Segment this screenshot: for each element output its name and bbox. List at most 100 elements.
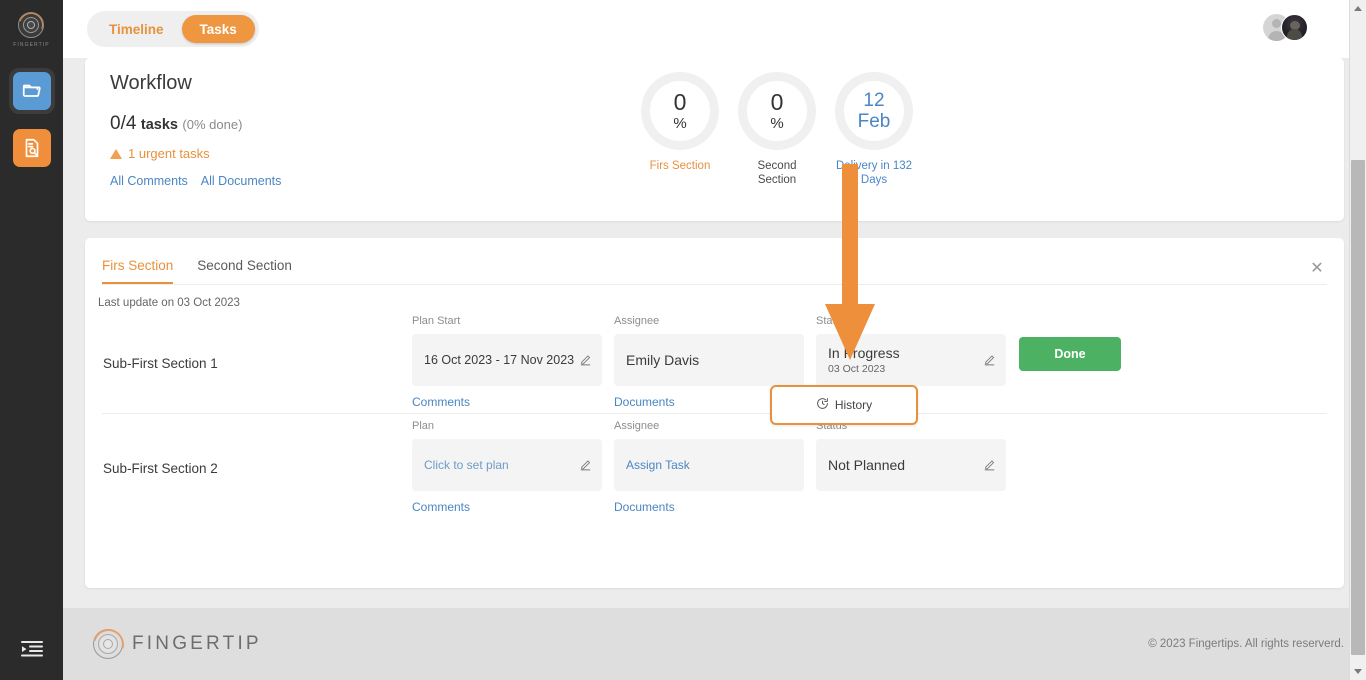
menu-indent-icon[interactable] (0, 638, 63, 660)
cell-plan: Plan Start 16 Oct 2023 - 17 Nov 2023 Com… (412, 315, 602, 409)
scroll-down-button[interactable] (1350, 663, 1366, 680)
kpi-unit: % (770, 114, 784, 132)
cell-status: Status Not Planned (816, 420, 1006, 491)
comments-link[interactable]: Comments (412, 500, 471, 514)
view-segmented-control: Timeline Tasks (87, 11, 259, 47)
topbar: Timeline Tasks (63, 0, 1366, 58)
done-button[interactable]: Done (1019, 337, 1121, 371)
content-scroll-area: Workflow 0/4 tasks (0% done) 1 urgent ta… (63, 58, 1366, 588)
section-detail-card: ✕ Firs Section Second Section Last updat… (85, 238, 1344, 588)
tab-tasks[interactable]: Tasks (181, 15, 255, 43)
kpi-unit: % (673, 114, 687, 132)
plan-value: Click to set plan (424, 458, 509, 472)
close-icon[interactable]: ✕ (1310, 260, 1324, 277)
edit-pencil-icon[interactable] (983, 354, 996, 367)
status-field[interactable]: In Progress 03 Oct 2023 (816, 334, 1006, 386)
section-tabs: Firs Section Second Section (85, 238, 1344, 284)
assignee-value: Emily Davis (626, 352, 700, 368)
summary-links: All Comments All Documents (110, 174, 281, 188)
vertical-scrollbar[interactable] (1349, 0, 1366, 680)
kpi-value: 12 (863, 89, 885, 111)
all-comments-link[interactable]: All Comments (110, 174, 188, 188)
kpi-label: Firs Section (649, 160, 711, 172)
main-area: Timeline Tasks Workflow 0/4 t (63, 0, 1366, 680)
kpi-value: 0 (770, 88, 784, 115)
tab-firs-section[interactable]: Firs Section (102, 258, 174, 284)
avatar-user-photo[interactable] (1281, 14, 1308, 41)
task-rows: Sub-First Section 1 Plan Start 16 Oct 20… (85, 309, 1344, 517)
table-row: Sub-First Section 1 Plan Start 16 Oct 20… (102, 309, 1327, 425)
copyright-text: © 2023 Fingertips. All rights reserverd. (1148, 638, 1344, 650)
table-row: Sub-First Section 2 Plan Click to set pl… (102, 413, 1327, 517)
kpi-firs-section: 0 % Firs Section (641, 72, 719, 187)
fingerprint-icon (86, 622, 130, 666)
all-documents-link[interactable]: All Documents (200, 174, 282, 188)
fingerprint-icon (18, 12, 45, 38)
plan-field[interactable]: 16 Oct 2023 - 17 Nov 2023 (412, 334, 602, 386)
footer-brand: FINGERTIP (86, 622, 262, 666)
cell-assignee: Assignee Assign Task Documents (614, 420, 804, 514)
kpi-donuts: 0 % Firs Section 0 % Second Section (641, 72, 913, 187)
cell-assignee-label: Assignee (614, 315, 660, 327)
scroll-up-button[interactable] (1350, 0, 1366, 17)
kpi-unit: Feb (857, 110, 891, 132)
urgent-tasks-notice: 1 urgent tasks (110, 146, 281, 161)
task-percent: (0% done) (182, 117, 243, 132)
edit-pencil-icon[interactable] (579, 354, 592, 367)
kpi-ring: 0 % (738, 72, 816, 150)
kpi-ring: 0 % (641, 72, 719, 150)
left-rail: FINGERTIP (0, 0, 63, 680)
scrollbar-thumb[interactable] (1351, 160, 1365, 655)
page-title: Workflow (110, 72, 192, 94)
assign-task-link[interactable]: Assign Task (626, 458, 690, 472)
kpi-delivery: 12 Feb Delivery in 132 Days (835, 72, 913, 187)
page-footer: FINGERTIP © 2023 Fingertips. All rights … (63, 608, 1366, 680)
history-button[interactable]: History (770, 385, 918, 425)
urgent-tasks-label: 1 urgent tasks (128, 146, 210, 161)
edit-pencil-icon[interactable] (579, 459, 592, 472)
cell-assignee-label: Assignee (614, 420, 660, 432)
status-date: 03 Oct 2023 (828, 363, 886, 375)
avatar-group (1263, 14, 1308, 41)
kpi-second-section: 0 % Second Section (738, 72, 816, 187)
task-count: 0/4 (110, 113, 137, 134)
documents-link[interactable]: Documents (614, 395, 675, 409)
kpi-label: Second Section (757, 160, 797, 187)
task-progress: 0/4 tasks (0% done) (110, 113, 281, 135)
summary-left-block: Workflow 0/4 tasks (0% done) 1 urgent ta… (110, 72, 281, 188)
comments-link[interactable]: Comments (412, 395, 471, 409)
edit-pencil-icon[interactable] (983, 459, 996, 472)
cell-plan-label: Plan (412, 420, 435, 432)
tabs-divider (102, 284, 1327, 285)
plan-field[interactable]: Click to set plan (412, 439, 602, 491)
sidebar-item-reports[interactable] (12, 128, 52, 168)
folder-open-icon (12, 72, 51, 110)
row-title: Sub-First Section 1 (103, 356, 218, 371)
assignee-field[interactable]: Emily Davis (614, 334, 804, 386)
plan-value: 16 Oct 2023 - 17 Nov 2023 (424, 353, 575, 367)
rail-logo[interactable]: FINGERTIP (13, 12, 49, 48)
cell-assignee: Assignee Emily Davis Documents (614, 315, 804, 409)
status-value: Not Planned (828, 457, 906, 473)
history-label: History (834, 398, 873, 412)
row-title: Sub-First Section 2 (103, 461, 218, 476)
task-word: tasks (140, 117, 178, 133)
kpi-value: 0 (673, 88, 687, 115)
warning-triangle-icon (110, 148, 122, 159)
tab-second-section[interactable]: Second Section (197, 258, 292, 273)
last-update-text: Last update on 03 Oct 2023 (98, 297, 240, 309)
rail-logo-wordmark: FINGERTIP (13, 42, 50, 48)
assignee-field[interactable]: Assign Task (614, 439, 804, 491)
tab-timeline[interactable]: Timeline (91, 15, 182, 43)
status-value: In Progress (828, 345, 900, 361)
kpi-label: Delivery in 132 Days (835, 160, 913, 187)
sidebar-item-projects[interactable] (8, 68, 55, 114)
documents-link[interactable]: Documents (614, 500, 675, 514)
cell-status-label: Status (816, 315, 848, 327)
workflow-summary-card: Workflow 0/4 tasks (0% done) 1 urgent ta… (85, 58, 1344, 221)
cell-status: Status In Progress 03 Oct 2023 (816, 315, 1006, 386)
status-field[interactable]: Not Planned (816, 439, 1006, 491)
kpi-ring: 12 Feb (835, 72, 913, 150)
cell-plan: Plan Click to set plan Comments (412, 420, 602, 514)
